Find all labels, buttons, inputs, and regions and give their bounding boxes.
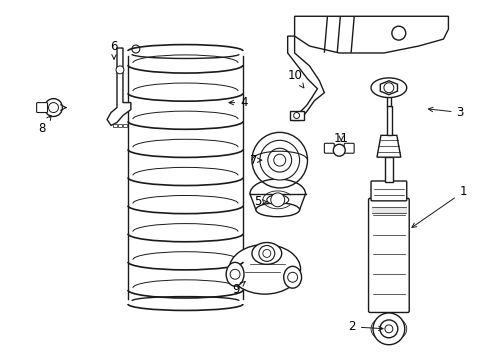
Circle shape (268, 148, 292, 172)
Ellipse shape (256, 203, 299, 217)
FancyBboxPatch shape (37, 103, 48, 113)
Bar (290, 111, 303, 121)
Ellipse shape (267, 195, 289, 205)
Polygon shape (107, 48, 131, 125)
Text: 9: 9 (232, 282, 245, 296)
Bar (118, 125, 122, 127)
Circle shape (49, 103, 58, 113)
Text: 7: 7 (250, 154, 262, 167)
Text: 11: 11 (334, 132, 349, 145)
Text: 6: 6 (110, 40, 118, 59)
Circle shape (333, 144, 345, 156)
Circle shape (274, 154, 286, 166)
Circle shape (373, 313, 405, 345)
Bar (113, 125, 117, 127)
FancyBboxPatch shape (324, 143, 334, 153)
FancyBboxPatch shape (371, 181, 407, 201)
Circle shape (380, 320, 398, 338)
Polygon shape (377, 135, 401, 157)
Circle shape (271, 193, 285, 207)
Circle shape (252, 132, 308, 188)
Circle shape (294, 113, 299, 118)
Ellipse shape (284, 266, 301, 288)
Ellipse shape (371, 78, 407, 98)
Text: 10: 10 (287, 69, 304, 88)
Ellipse shape (226, 262, 244, 286)
Text: 5: 5 (254, 195, 267, 208)
Circle shape (260, 140, 299, 180)
Circle shape (230, 269, 240, 279)
Circle shape (392, 26, 406, 40)
Text: 2: 2 (348, 320, 383, 333)
Bar (123, 125, 127, 127)
FancyBboxPatch shape (368, 198, 409, 312)
Ellipse shape (252, 243, 282, 264)
Circle shape (385, 325, 393, 333)
Text: 4: 4 (229, 96, 248, 109)
Text: 8: 8 (38, 116, 51, 135)
Circle shape (132, 45, 140, 53)
FancyBboxPatch shape (344, 143, 354, 153)
Circle shape (288, 272, 297, 282)
Bar (385, 157, 393, 182)
Circle shape (263, 249, 271, 257)
Polygon shape (288, 36, 324, 121)
Circle shape (384, 83, 394, 93)
Bar (387, 105, 392, 135)
Text: 1: 1 (412, 185, 467, 228)
Polygon shape (294, 16, 448, 53)
Circle shape (45, 99, 62, 117)
Text: 3: 3 (428, 106, 464, 119)
Ellipse shape (229, 244, 300, 294)
Circle shape (259, 246, 275, 261)
Polygon shape (380, 81, 397, 95)
Circle shape (116, 66, 124, 74)
